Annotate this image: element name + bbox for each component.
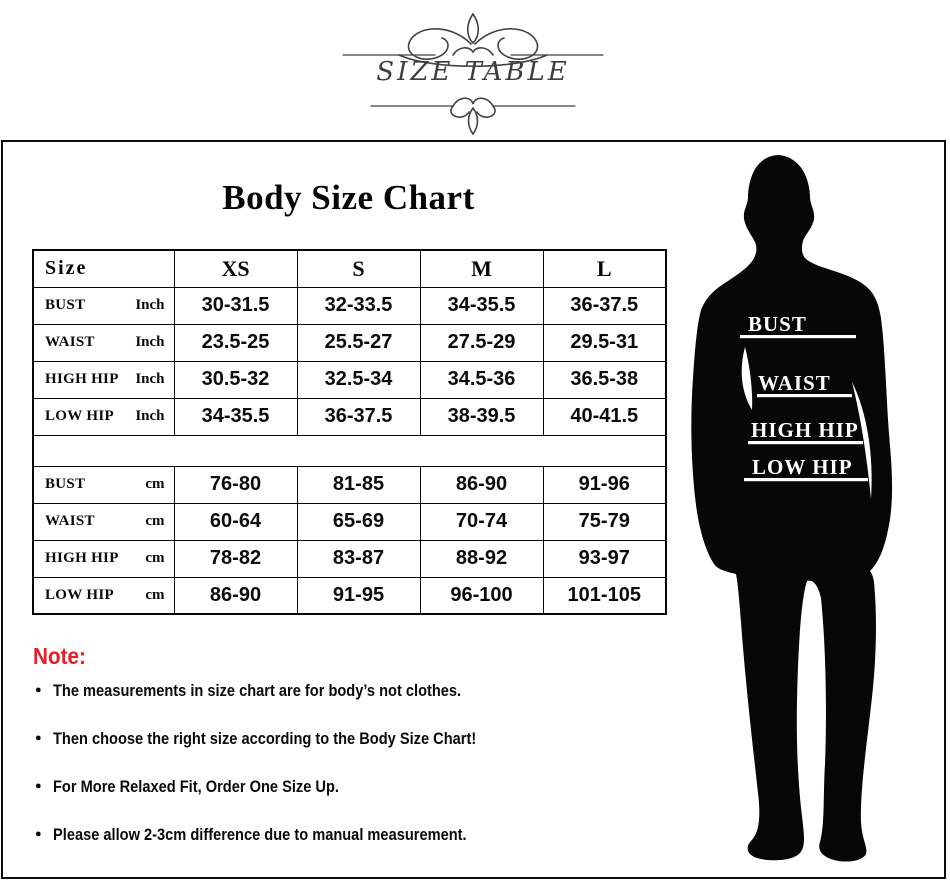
content-frame-border — [1, 140, 946, 879]
bullet-icon: ● — [35, 732, 42, 744]
column-header-l: L — [542, 249, 667, 288]
table-header-row: Size XS S M L — [32, 249, 667, 288]
row-unit: Inch — [135, 297, 165, 313]
bullet-icon: ● — [35, 780, 42, 792]
waist-line — [757, 394, 852, 398]
row-label: LOW HIP — [45, 408, 114, 424]
note-item: ● Please allow 2-3cm difference due to ma… — [35, 825, 467, 844]
row-unit: Inch — [135, 371, 165, 387]
row-label: WAIST — [45, 513, 95, 529]
flourish-ornament-icon — [342, 12, 604, 136]
high-hip-line — [748, 441, 863, 445]
row-label: HIGH HIP — [45, 550, 119, 566]
size-value: 96-100 — [419, 576, 544, 615]
bust-line — [740, 335, 856, 339]
size-value: 65-69 — [296, 502, 421, 541]
size-value: 27.5-29 — [419, 323, 544, 362]
size-value: 23.5-25 — [173, 323, 298, 362]
size-value: 25.5-27 — [296, 323, 421, 362]
size-value: 34-35.5 — [173, 397, 298, 436]
size-value: 75-79 — [542, 502, 667, 541]
size-value: 81-85 — [296, 465, 421, 504]
size-value: 40-41.5 — [542, 397, 667, 436]
size-value: 36.5-38 — [542, 360, 667, 399]
note-list: ● The measurements in size chart are for … — [33, 680, 545, 872]
column-header-xs: XS — [173, 249, 298, 288]
size-value: 36-37.5 — [542, 286, 667, 325]
table-row-bust-inch: BUST Inch 30-31.5 32-33.5 34-35.5 36-37.5 — [32, 286, 667, 325]
size-value: 86-90 — [173, 576, 298, 615]
size-value: 38-39.5 — [419, 397, 544, 436]
note-item: ● For More Relaxed Fit, Order One Size Up… — [35, 777, 339, 796]
figure-label-low-hip: LOW HIP — [752, 455, 853, 479]
table-row-bust-cm: BUST cm 76-80 81-85 86-90 91-96 — [32, 465, 667, 504]
size-value: 78-82 — [173, 539, 298, 578]
note-item: ● Then choose the right size according to… — [35, 729, 476, 748]
low-hip-line — [744, 478, 868, 482]
size-value: 32-33.5 — [296, 286, 421, 325]
size-value: 29.5-31 — [542, 323, 667, 362]
figure-label-bust: BUST — [748, 312, 807, 336]
size-value: 101-105 — [542, 576, 667, 615]
size-value: 30.5-32 — [173, 360, 298, 399]
row-unit: Inch — [135, 408, 165, 424]
size-value: 91-95 — [296, 576, 421, 615]
size-value: 93-97 — [542, 539, 667, 578]
column-header-s: S — [296, 249, 421, 288]
table-row-highhip-inch: HIGH HIP Inch 30.5-32 32.5-34 34.5-36 36.… — [32, 360, 667, 399]
row-label: BUST — [45, 476, 86, 492]
table-row-waist-cm: WAIST cm 60-64 65-69 70-74 75-79 — [32, 502, 667, 541]
size-value: 91-96 — [542, 465, 667, 504]
body-silhouette-icon — [691, 155, 893, 862]
bullet-icon: ● — [35, 684, 42, 696]
size-value: 83-87 — [296, 539, 421, 578]
column-header-m: M — [419, 249, 544, 288]
table-row-highhip-cm: HIGH HIP cm 78-82 83-87 88-92 93-97 — [32, 539, 667, 578]
size-value: 86-90 — [419, 465, 544, 504]
row-unit: cm — [145, 476, 165, 492]
page-title: Body Size Chart — [222, 178, 475, 217]
note-item: ● The measurements in size chart are for … — [35, 681, 461, 700]
body-size-table: Size XS S M L BUST Inch 30-31.5 32-33.5 3… — [32, 249, 667, 615]
size-value: 76-80 — [173, 465, 298, 504]
column-header-size: Size — [32, 249, 175, 288]
size-value: 88-92 — [419, 539, 544, 578]
note-heading: Note: — [33, 643, 86, 669]
row-label: HIGH HIP — [45, 371, 119, 387]
row-unit: cm — [145, 586, 165, 603]
row-unit: Inch — [135, 334, 165, 350]
table-row-waist-inch: WAIST Inch 23.5-25 25.5-27 27.5-29 29.5-3… — [32, 323, 667, 362]
row-label: WAIST — [45, 334, 95, 350]
ornament-title: SIZE TABLE — [376, 57, 570, 87]
size-value: 30-31.5 — [173, 286, 298, 325]
table-row-lowhip-cm: LOW HIP cm 86-90 91-95 96-100 101-105 — [32, 576, 667, 615]
size-value: 34-35.5 — [419, 286, 544, 325]
size-value: 32.5-34 — [296, 360, 421, 399]
figure-label-high-hip: HIGH HIP — [751, 418, 859, 442]
bullet-icon: ● — [35, 828, 42, 840]
row-unit: cm — [145, 550, 165, 566]
size-value: 70-74 — [419, 502, 544, 541]
figure-label-waist: WAIST — [758, 371, 831, 395]
size-value: 34.5-36 — [419, 360, 544, 399]
table-row-lowhip-inch: LOW HIP Inch 34-35.5 36-37.5 38-39.5 40-4… — [32, 397, 667, 436]
row-label: LOW HIP — [45, 586, 114, 603]
table-spacer-row — [32, 434, 667, 467]
size-value: 60-64 — [173, 502, 298, 541]
size-value: 36-37.5 — [296, 397, 421, 436]
row-label: BUST — [45, 297, 86, 313]
row-unit: cm — [145, 513, 165, 529]
